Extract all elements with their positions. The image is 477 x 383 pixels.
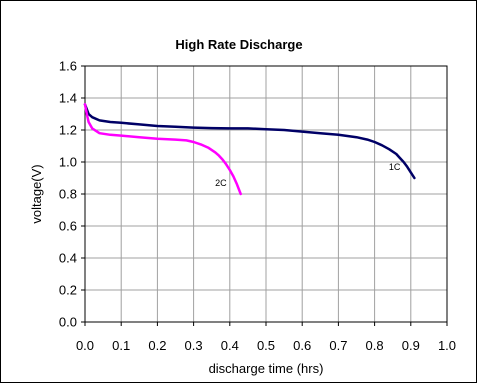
x-tick-label: 0.6 [293,338,311,353]
x-tick-label: 0.7 [329,338,347,353]
y-tick-label: 1.4 [59,91,77,106]
series-labels: 1C 2C [215,162,401,188]
chart-title: High Rate Discharge [175,37,302,52]
x-axis-ticks: 0.0 0.1 0.2 0.3 0.4 0.5 0.6 0.7 0.8 0.9 1.0 [76,322,456,353]
x-axis-label: discharge time (hrs) [209,361,324,376]
y-tick-label: 1.6 [59,59,77,74]
y-tick-label: 0.0 [59,315,77,330]
x-tick-label: 0.9 [402,338,420,353]
x-tick-label: 0.3 [185,338,203,353]
x-tick-label: 0.1 [112,338,130,353]
x-tick-label: 0.5 [257,338,275,353]
y-tick-label: 0.2 [59,283,77,298]
y-tick-label: 1.2 [59,123,77,138]
x-tick-label: 0.2 [148,338,166,353]
x-tick-label: 0.4 [221,338,239,353]
y-axis-label: voltage(V) [29,164,44,223]
y-tick-label: 0.4 [59,251,77,266]
series-line-1c [83,103,416,180]
series-label-1c: 1C [389,162,401,172]
series-line-2c [83,103,242,196]
x-tick-label: 0.0 [76,338,94,353]
x-tick-label: 1.0 [438,338,456,353]
y-tick-label: 1.0 [59,155,77,170]
x-tick-label: 0.8 [366,338,384,353]
y-axis-ticks: 0.0 0.2 0.4 0.6 0.8 1.0 1.2 1.4 1.6 [59,59,85,330]
y-tick-label: 0.6 [59,219,77,234]
y-tick-label: 0.8 [59,187,77,202]
grid [85,66,447,322]
series-label-2c: 2C [215,178,227,188]
series-layer [83,103,416,196]
